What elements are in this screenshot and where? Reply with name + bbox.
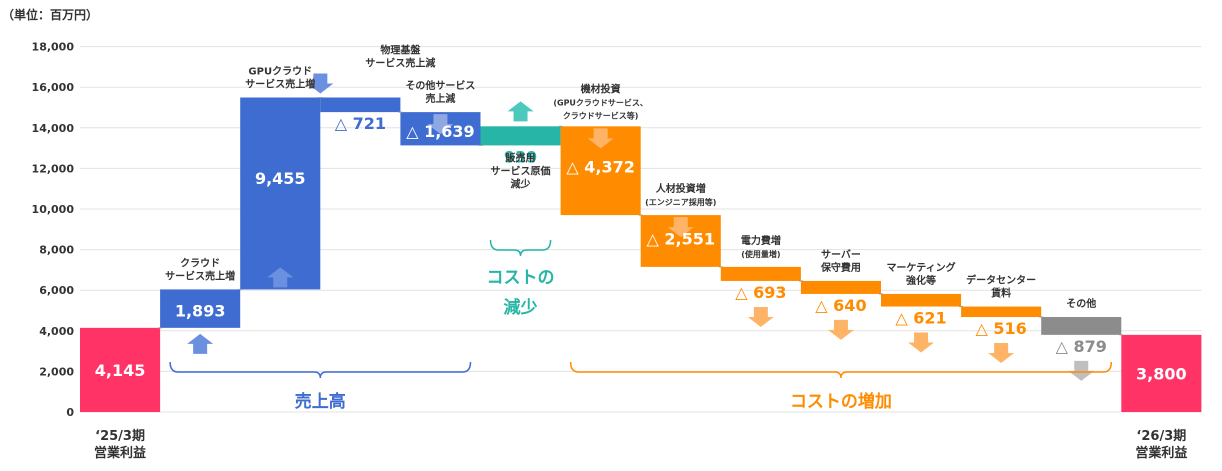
- y-tick-label: 18,000: [32, 41, 75, 54]
- value-label: △ 640: [815, 296, 866, 315]
- down-arrow-icon: [307, 73, 334, 94]
- step-label: 人材投資増: [656, 182, 706, 195]
- group-label: 減少: [504, 297, 538, 318]
- y-tick-label: 16,000: [32, 81, 75, 94]
- step-label: 売上減: [425, 92, 455, 105]
- step-label: サービス原価: [491, 164, 551, 177]
- value-label: △ 516: [976, 319, 1027, 338]
- y-tick-label: 6,000: [39, 284, 74, 297]
- value-label: 9,455: [255, 169, 306, 188]
- step-label: GPUクラウド: [248, 65, 312, 77]
- y-tick-label: 12,000: [32, 162, 75, 175]
- up-arrow-icon: [187, 333, 214, 354]
- step-label: サービス売上増: [165, 269, 235, 282]
- group-label: 売上高: [295, 391, 346, 412]
- bar: [881, 293, 962, 307]
- step-label: 物理基盤: [380, 43, 421, 56]
- y-tick-label: 8,000: [39, 244, 74, 257]
- bar: [720, 266, 801, 281]
- value-label: 3,800: [1136, 364, 1187, 383]
- step-label: クラウド: [180, 257, 220, 269]
- step-sublabel: (エンジニア採用等): [645, 197, 716, 207]
- bar: [1121, 334, 1202, 412]
- down-arrow-icon: [1068, 360, 1095, 381]
- down-arrow-icon: [667, 217, 694, 238]
- value-label: △ 1,639: [406, 122, 474, 141]
- y-tick-label: 2,000: [39, 365, 74, 378]
- group-brace: [169, 361, 472, 379]
- step-sublabel: (使用量増): [741, 249, 780, 259]
- value-label: 4,145: [95, 361, 146, 380]
- step-label: サービス売上増: [245, 77, 315, 90]
- bar: [320, 97, 401, 113]
- group-label: コストの増加: [790, 391, 892, 412]
- step-label: 減少: [511, 177, 531, 190]
- bar: [240, 97, 321, 290]
- value-label: △ 2,551: [647, 229, 715, 248]
- down-arrow-icon: [427, 114, 454, 135]
- category-label: ‘25/3期: [95, 429, 145, 444]
- y-tick-label: 10,000: [32, 203, 75, 216]
- group-brace: [489, 239, 552, 257]
- step-sublabel: (GPUクラウドサービス、: [553, 97, 648, 107]
- group-brace: [569, 361, 1113, 379]
- down-arrow-icon: [908, 332, 935, 353]
- down-arrow-icon: [747, 306, 774, 327]
- up-arrow-icon: [267, 267, 294, 288]
- step-sublabel: クラウドサービス等): [563, 110, 639, 120]
- y-axis: 0 2,000 4,000 6,000 8,000 10,000 12,000 14,000 1…: [32, 41, 75, 419]
- category-label: ‘26/3期: [1136, 429, 1186, 444]
- bar: [480, 126, 561, 146]
- step-label: その他: [1066, 297, 1096, 310]
- value-label: △ 4,372: [566, 157, 634, 176]
- down-arrow-icon: [827, 319, 854, 340]
- bar: [160, 289, 241, 328]
- bar: [1041, 317, 1122, 335]
- up-arrow-icon: [507, 101, 534, 122]
- arrows: [187, 73, 1095, 381]
- step-label: サーバー: [821, 249, 861, 261]
- step-label: 電力費増: [741, 234, 781, 247]
- y-tick-label: 4,000: [39, 325, 74, 338]
- bars: [80, 97, 1202, 412]
- value-label: △ 879: [1056, 337, 1107, 356]
- step-label: 機材投資: [581, 82, 621, 95]
- unit-label: （単位：百万円）: [2, 7, 98, 22]
- bar: [800, 280, 881, 294]
- step-label: 強化等: [906, 274, 936, 287]
- step-label: 賃料: [990, 287, 1011, 300]
- category-label: 営業利益: [94, 445, 146, 461]
- value-label: △ 693: [735, 283, 786, 302]
- value-label: 1,893: [175, 302, 226, 321]
- step-label: 販売用: [506, 151, 536, 164]
- y-tick-label: 0: [66, 406, 74, 419]
- bar: [961, 306, 1042, 318]
- step-label: データセンター: [966, 274, 1036, 287]
- step-label: その他サービス: [405, 79, 475, 92]
- value-label: △ 621: [895, 309, 946, 328]
- connector-lines: [158, 96, 1124, 336]
- down-arrow-icon: [988, 343, 1015, 364]
- bar: [80, 327, 161, 412]
- data-labels: 4,1451,893クラウドサービス売上増9,455GPUクラウドサービス売上増…: [95, 43, 1187, 383]
- group-label: コストの: [487, 268, 555, 288]
- value-label: 939: [504, 147, 537, 166]
- step-label: サービス売上減: [365, 56, 435, 69]
- down-arrow-icon: [587, 128, 614, 149]
- y-tick-label: 14,000: [32, 122, 75, 135]
- value-label: △ 721: [335, 114, 386, 133]
- step-label: マーケティング: [886, 261, 955, 274]
- step-label: 保守費用: [820, 261, 861, 274]
- category-label: 営業利益: [1135, 445, 1187, 461]
